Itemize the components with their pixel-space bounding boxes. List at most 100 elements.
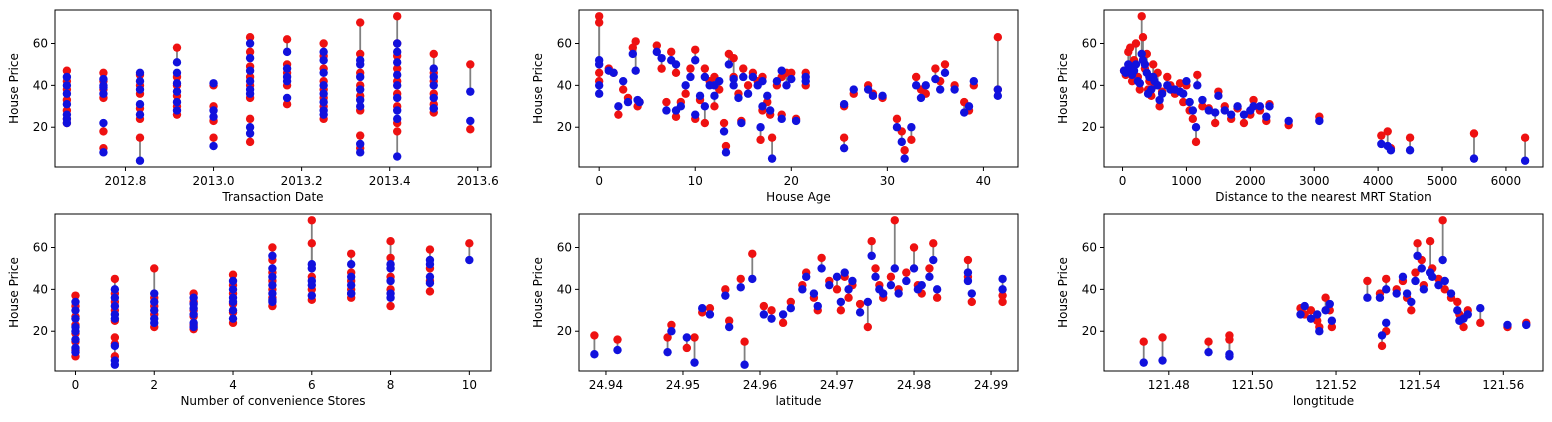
actual-point <box>1155 102 1164 111</box>
actual-point <box>245 114 255 124</box>
predicted-point <box>758 76 767 86</box>
predicted-point <box>392 70 402 80</box>
actual-point <box>662 97 671 107</box>
y-tick-label: 20 <box>557 120 572 134</box>
predicted-point <box>897 137 906 147</box>
predicted-point <box>682 333 692 342</box>
actual-point <box>719 118 729 128</box>
actual-point <box>319 39 328 48</box>
y-tick-label: 60 <box>33 240 48 254</box>
actual-point <box>135 133 145 142</box>
predicted-point <box>1204 106 1213 115</box>
predicted-point <box>429 93 438 103</box>
y-tick-label: 60 <box>1082 240 1097 254</box>
actual-point <box>767 133 777 142</box>
predicted-point <box>1182 76 1191 86</box>
actual-point <box>931 64 940 73</box>
actual-point <box>667 47 676 57</box>
predicted-point <box>1255 102 1265 111</box>
predicted-point <box>786 304 795 313</box>
predicted-point <box>209 106 218 115</box>
actual-point <box>429 49 438 59</box>
predicted-point <box>809 289 819 298</box>
actual-point <box>1411 268 1420 277</box>
actual-point <box>1321 293 1330 302</box>
predicted-point <box>734 93 743 103</box>
y-axis-label: House Price <box>1056 53 1070 124</box>
predicted-point <box>963 268 973 277</box>
actual-point <box>1225 335 1234 344</box>
predicted-point <box>1375 293 1385 302</box>
predicted-point <box>791 116 801 126</box>
predicted-point <box>892 123 902 132</box>
predicted-point <box>890 264 899 273</box>
predicted-point <box>268 280 277 290</box>
actual-points <box>1139 216 1531 351</box>
predicted-point <box>110 341 120 351</box>
predicted-point <box>686 72 695 82</box>
actual-point <box>386 237 395 246</box>
predicted-point <box>839 143 849 153</box>
predicted-point <box>1315 116 1324 126</box>
actual-point <box>667 320 676 330</box>
predicted-point <box>691 110 700 119</box>
actual-point <box>1425 237 1435 246</box>
predicted-point <box>245 123 255 132</box>
actual-point <box>1210 118 1220 128</box>
predicted-point <box>356 139 365 149</box>
predicted-point <box>319 110 328 119</box>
x-tick-label: 40 <box>976 174 991 188</box>
actual-point <box>748 249 757 258</box>
subplot-1: 2012.8 2013.0 2013.2 2013.4 2013.6 20 40 60 Tran… <box>7 9 499 204</box>
predicted-point <box>356 72 365 82</box>
predicted-point <box>386 276 395 286</box>
predicted-point <box>1419 285 1429 294</box>
predicted-point <box>782 81 791 90</box>
y-axis-label: House Price <box>1056 257 1070 328</box>
predicted-point <box>1193 81 1202 90</box>
predicted-point <box>721 148 731 157</box>
predicted-point <box>700 102 710 111</box>
actual-point <box>1125 43 1135 52</box>
predicted-point <box>691 56 700 65</box>
y-tick-label: 60 <box>557 36 572 50</box>
predicted-points <box>1119 49 1530 165</box>
actual-point <box>886 272 896 281</box>
predicted-point <box>1153 81 1162 90</box>
x-tick-label: 0 <box>72 378 80 392</box>
actual-point <box>855 299 865 309</box>
actual-point <box>628 43 637 52</box>
actual-point <box>110 333 120 342</box>
x-tick-label: 121.50 <box>1231 378 1273 392</box>
actual-point <box>386 253 395 263</box>
actual-point <box>62 66 72 75</box>
predicted-point <box>969 76 979 86</box>
y-tick-label: 60 <box>1082 36 1097 50</box>
predicted-point <box>268 272 277 281</box>
predicted-point <box>282 64 292 73</box>
predicted-point <box>1315 327 1324 336</box>
actual-points <box>594 12 1003 155</box>
predicted-point <box>663 347 672 357</box>
actual-point <box>392 127 402 136</box>
actual-point <box>759 301 769 311</box>
predicted-point <box>698 304 707 313</box>
x-tick-label: 8 <box>387 378 395 392</box>
actual-point <box>1469 129 1479 138</box>
actual-point <box>228 270 238 279</box>
actual-point <box>909 243 919 252</box>
actual-points <box>590 216 1007 353</box>
predicted-point <box>736 283 745 292</box>
predicted-point <box>1137 49 1146 59</box>
y-tick-label: 40 <box>1082 78 1097 92</box>
predicted-point <box>307 280 316 290</box>
x-tick-label: 24.97 <box>820 378 854 392</box>
actual-point <box>346 249 356 258</box>
predicted-point <box>356 148 365 157</box>
predicted-point <box>346 260 356 269</box>
actual-point <box>1407 306 1416 315</box>
predicted-point <box>282 76 292 86</box>
predicted-point <box>110 301 120 311</box>
x-tick-label: 10 <box>688 174 703 188</box>
predicted-point <box>62 72 72 82</box>
